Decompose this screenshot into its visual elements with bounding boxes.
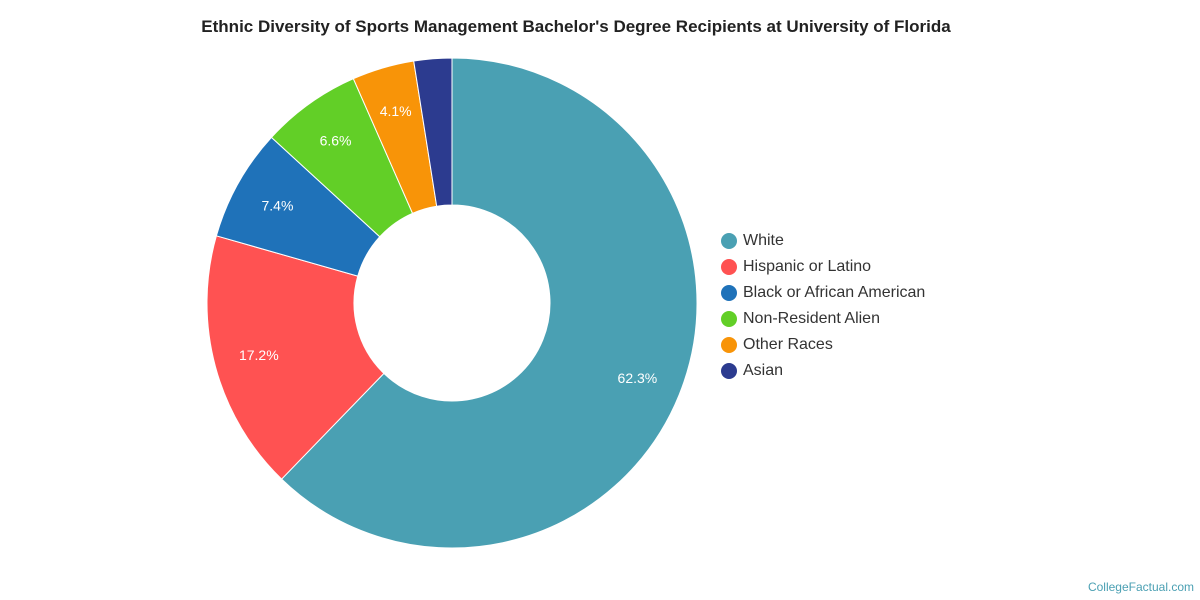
legend-swatch <box>721 337 737 353</box>
data-label: 17.2% <box>239 347 279 363</box>
chart-title: Ethnic Diversity of Sports Management Ba… <box>201 17 951 36</box>
legend-swatch <box>721 233 737 249</box>
legend-label: Hispanic or Latino <box>743 258 872 275</box>
legend-label: Non-Resident Alien <box>743 310 880 327</box>
data-label: 7.4% <box>261 197 293 213</box>
legend-item-black-or-african-american[interactable]: Black or African American <box>721 280 925 306</box>
legend-swatch <box>721 285 737 301</box>
legend-item-hispanic-or-latino[interactable]: Hispanic or Latino <box>721 254 925 280</box>
data-label: 62.3% <box>618 370 658 386</box>
legend-label: Other Races <box>743 336 833 353</box>
legend-swatch <box>721 259 737 275</box>
data-label: 4.1% <box>380 103 412 119</box>
slice-white[interactable] <box>280 57 698 549</box>
legend-swatch <box>721 311 737 327</box>
data-label: 6.6% <box>320 132 352 148</box>
legend-swatch <box>721 363 737 379</box>
legend-label: White <box>743 232 784 249</box>
legend-item-asian[interactable]: Asian <box>721 358 925 384</box>
legend-item-white[interactable]: White <box>721 228 925 254</box>
legend-item-non-resident-alien[interactable]: Non-Resident Alien <box>721 306 925 332</box>
legend-item-other-races[interactable]: Other Races <box>721 332 925 358</box>
legend-label: Asian <box>743 362 784 379</box>
slice-asian[interactable] <box>413 57 453 207</box>
credit-link[interactable]: CollegeFactual.com <box>1087 580 1194 594</box>
slice-hispanic-or-latino[interactable] <box>206 235 385 480</box>
legend-label: Black or African American <box>743 284 926 301</box>
legend: White Hispanic or Latino Black or Africa… <box>721 228 925 384</box>
